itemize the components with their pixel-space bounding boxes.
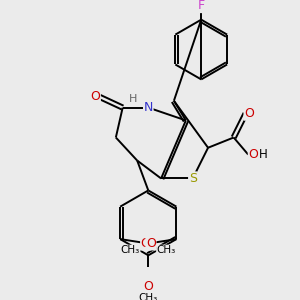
Text: O: O: [90, 90, 100, 103]
Text: O: O: [248, 148, 258, 161]
Text: CH₃: CH₃: [121, 245, 140, 255]
Text: CH₃: CH₃: [139, 293, 158, 300]
Text: O: O: [141, 237, 151, 250]
Text: CH₃: CH₃: [157, 245, 176, 255]
Text: N: N: [144, 101, 153, 114]
Text: H: H: [259, 148, 268, 161]
Text: O: O: [244, 107, 254, 120]
Text: S: S: [189, 172, 197, 185]
Text: O: O: [146, 237, 156, 250]
Text: O: O: [143, 280, 153, 292]
Text: H: H: [129, 94, 137, 104]
Text: F: F: [198, 0, 205, 13]
